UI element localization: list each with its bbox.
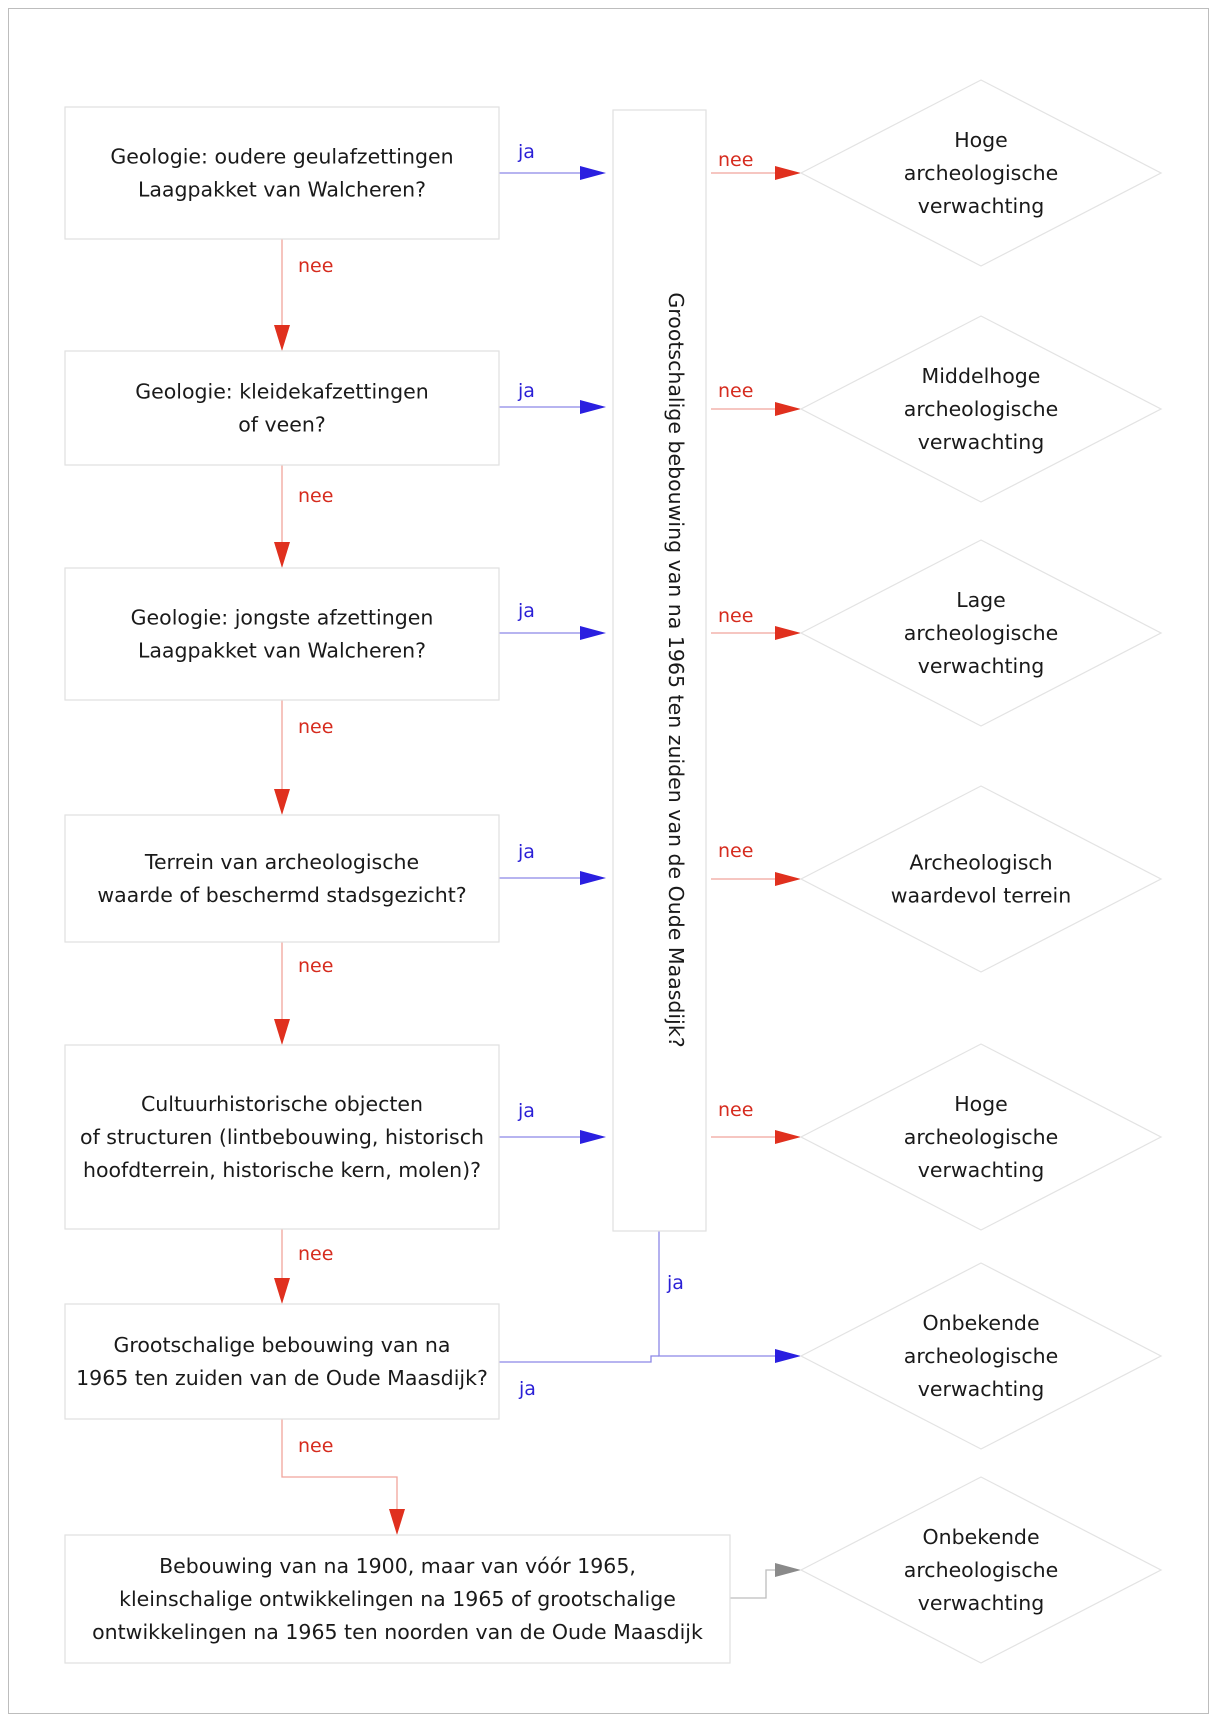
outcome-4-line-1: Archeologisch [909, 851, 1052, 875]
nee-down-label-3: nee [298, 716, 333, 738]
question-box-4 [64, 814, 500, 943]
question-6-line-1: Grootschalige bebouwing van na [114, 1333, 451, 1357]
central-question-box [612, 109, 707, 1232]
ja-label-1: ja [517, 141, 535, 163]
outcome-7-line-1: Onbekende [922, 1525, 1039, 1549]
ja-q6-label: ja [518, 1378, 536, 1400]
outcome-diamond-7 [799, 1476, 1163, 1664]
outcome-6-line-3: verwachting [918, 1377, 1045, 1401]
outcome-2-line-3: verwachting [918, 430, 1045, 454]
ja-label-3: ja [517, 600, 535, 622]
connectors [274, 166, 801, 1599]
ja-arrowhead-3 [580, 626, 606, 640]
nee-down-arrowhead-3 [274, 789, 290, 815]
question-7-line-3: ontwikkelingen na 1965 ten noorden van d… [92, 1620, 703, 1644]
ja-label-5: ja [517, 1100, 535, 1122]
central-question-text: Grootschalige bebouwing van na 1965 ten … [664, 292, 688, 1047]
question-3-line-2: Laagpakket van Walcheren? [138, 639, 426, 663]
neutral-line [730, 1569, 775, 1599]
nee-right-arrowhead-3 [775, 626, 801, 640]
page-frame [8, 8, 1209, 1714]
ja-label-2: ja [517, 380, 535, 402]
nee-right-arrowhead-2 [775, 402, 801, 416]
ja-arrowhead-2 [580, 400, 606, 414]
question-6-line-2: 1965 ten zuiden van de Oude Maasdijk? [76, 1366, 488, 1390]
nee-right-arrowhead-4 [775, 872, 801, 886]
nee-down-arrowhead-2 [274, 542, 290, 568]
outcome-5-line-3: verwachting [918, 1158, 1045, 1182]
ja-central-label: ja [666, 1272, 684, 1294]
shapes: Geologie: oudere geulafzettingen Laagpakk… [64, 79, 1163, 1664]
nee-down-label-6: nee [298, 1435, 333, 1457]
neutral-arrowhead [775, 1563, 801, 1577]
nee-right-arrowhead-5 [775, 1130, 801, 1144]
nee-down-label-1: nee [298, 255, 333, 277]
question-5-line-2: of structuren (lintbebouwing, historisch [80, 1125, 484, 1149]
ja-central-arrowhead [775, 1349, 801, 1363]
outcome-2-line-2: archeologische [904, 397, 1058, 421]
nee-down-label-2: nee [298, 485, 333, 507]
outcome-diamond-5 [799, 1043, 1163, 1231]
question-2-line-2: of veen? [238, 413, 326, 437]
nee-right-label-5: nee [718, 1099, 753, 1121]
ja-arrowhead-4 [580, 871, 606, 885]
outcome-2-line-1: Middelhoge [922, 364, 1041, 388]
outcome-diamond-1 [799, 79, 1163, 267]
nee-down-arrowhead-4 [274, 1019, 290, 1045]
nee-right-label-4: nee [718, 840, 753, 862]
nee-elbow-arrowhead [389, 1509, 405, 1535]
outcome-3-line-3: verwachting [918, 654, 1045, 678]
question-7-line-1: Bebouwing van na 1900, maar van vóór 196… [159, 1554, 636, 1578]
outcome-7-line-3: verwachting [918, 1591, 1045, 1615]
outcome-7-line-2: archeologische [904, 1558, 1058, 1582]
outcome-3-line-1: Lage [956, 588, 1006, 612]
question-3-line-1: Geologie: jongste afzettingen [131, 606, 434, 630]
question-4-line-1: Terrein van archeologische [144, 850, 419, 874]
question-7-line-2: kleinschalige ontwikkelingen na 1965 of … [119, 1587, 676, 1611]
question-4-line-2: waarde of beschermd stadsgezicht? [97, 883, 466, 907]
outcome-diamond-2 [799, 315, 1163, 503]
outcome-1-line-3: verwachting [918, 194, 1045, 218]
question-2-line-1: Geologie: kleidekafzettingen [135, 380, 429, 404]
outcome-diamond-4 [799, 785, 1163, 973]
edge-labels: ja ja ja ja ja nee nee nee nee nee nee nee nee nee nee… [298, 141, 753, 1457]
question-5-line-1: Cultuurhistorische objecten [141, 1092, 423, 1116]
outcome-3-line-2: archeologische [904, 621, 1058, 645]
nee-right-label-2: nee [718, 380, 753, 402]
ja-arrowhead-1 [580, 166, 606, 180]
nee-right-arrowhead-1 [775, 166, 801, 180]
nee-elbow-line [281, 1419, 398, 1509]
outcome-4-line-2: waardevol terrein [891, 884, 1071, 908]
outcome-1-line-2: archeologische [904, 161, 1058, 185]
outcome-6-line-2: archeologische [904, 1344, 1058, 1368]
nee-down-arrowhead-1 [274, 325, 290, 351]
outcome-5-line-1: Hoge [954, 1092, 1008, 1116]
question-box-2 [64, 350, 500, 466]
outcome-6-line-1: Onbekende [922, 1311, 1039, 1335]
nee-down-label-5: nee [298, 1243, 333, 1265]
ja-label-4: ja [517, 841, 535, 863]
ja-arrowhead-5 [580, 1130, 606, 1144]
question-5-line-3: hoofdterrein, historische kern, molen)? [83, 1158, 481, 1182]
outcome-1-line-1: Hoge [954, 128, 1008, 152]
question-box-1 [64, 106, 500, 240]
nee-down-label-4: nee [298, 955, 333, 977]
question-box-6 [64, 1303, 500, 1420]
nee-down-arrowhead-5 [274, 1278, 290, 1304]
nee-right-label-1: nee [718, 149, 753, 171]
ja-q6-line [499, 1355, 659, 1363]
nee-right-label-3: nee [718, 605, 753, 627]
question-1-line-2: Laagpakket van Walcheren? [138, 178, 426, 202]
outcome-diamond-6 [799, 1262, 1163, 1450]
question-box-7 [64, 1534, 731, 1664]
question-1-line-1: Geologie: oudere geulafzettingen [110, 145, 453, 169]
outcome-5-line-2: archeologische [904, 1125, 1058, 1149]
question-box-5 [64, 1044, 500, 1230]
question-box-3 [64, 567, 500, 701]
outcome-diamond-3 [799, 539, 1163, 727]
